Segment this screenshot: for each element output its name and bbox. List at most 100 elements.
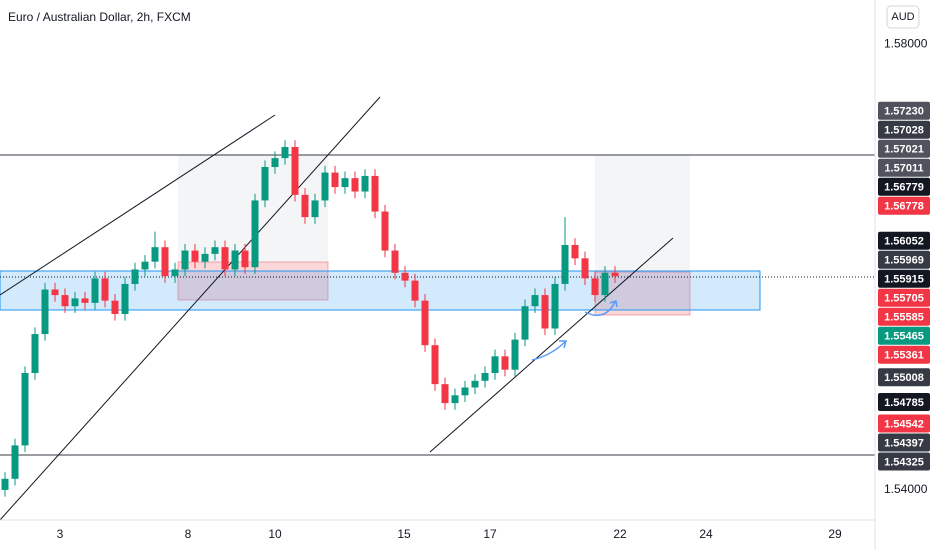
candle-body (131, 269, 139, 284)
candle-body (471, 380, 479, 388)
candle-body (251, 200, 259, 268)
price-label: 1.56779 (884, 182, 924, 194)
candle-body (611, 272, 619, 277)
candle-body (581, 258, 589, 279)
price-label-box (878, 269, 930, 288)
candle-body (521, 306, 529, 340)
candle-body (511, 339, 519, 370)
price-label: 1.57230 (884, 106, 924, 118)
candle-body (101, 278, 109, 301)
candle-body (371, 175, 379, 212)
currency[interactable]: AUD (891, 11, 914, 23)
x-tick-label: 10 (268, 527, 282, 541)
candle-body (221, 247, 229, 270)
candle-body (261, 167, 269, 201)
candle-body (51, 289, 59, 296)
trend-line (429, 237, 674, 453)
candle-body (361, 175, 369, 192)
x-tick-label: 17 (483, 527, 497, 541)
price-label-box (878, 326, 930, 345)
price-label: 1.55705 (884, 293, 924, 305)
candle-body (151, 247, 159, 262)
price-label-box (878, 307, 930, 326)
candle-body (121, 283, 129, 315)
price-label: 1.55465 (884, 331, 924, 343)
candle-body (501, 356, 509, 370)
x-tick-label: 15 (397, 527, 411, 541)
trend-line (0, 96, 381, 521)
price-label-box (878, 393, 930, 412)
price-label: 1.55008 (884, 372, 924, 384)
price-label-box (878, 120, 930, 139)
price-label: 1.54542 (884, 418, 924, 430)
price-label: 1.57028 (884, 125, 924, 137)
price-label-box (878, 250, 930, 269)
price-label: 1.54785 (884, 397, 924, 409)
price-label: 1.57011 (884, 163, 923, 175)
price-label-box (878, 196, 930, 215)
price-label-box (878, 101, 930, 120)
candle-body (91, 278, 99, 303)
price-label-box (878, 288, 930, 307)
candle-body (391, 250, 399, 273)
price-label-box (878, 433, 930, 452)
candle-body (401, 272, 409, 281)
candle-body (211, 247, 219, 254)
candle-body (301, 194, 309, 218)
candle-body (241, 250, 249, 268)
candle-body (601, 272, 609, 296)
price-label-box (878, 452, 930, 471)
candle-body (291, 146, 299, 195)
candle-body (381, 211, 389, 251)
price-label-box (878, 177, 930, 196)
candle-body (181, 250, 189, 270)
candle-body (461, 387, 469, 396)
candle-body (431, 345, 439, 385)
currency-button[interactable] (886, 5, 920, 29)
x-tick-label: 29 (828, 527, 842, 541)
price-axis: 381015172224291.580001.565001.540001.572… (57, 37, 930, 541)
candle-body (201, 253, 209, 262)
candle-body (481, 373, 489, 381)
candle-body (81, 298, 89, 303)
candle-body (411, 280, 419, 301)
chart-title: Euro / Australian Dollar, 2h, FXCM (8, 10, 191, 24)
candle-body (571, 244, 579, 259)
candle-body (41, 289, 49, 335)
candle-body (111, 300, 119, 315)
candle-body (191, 250, 199, 262)
candle-body (441, 384, 449, 404)
price-label: 1.54397 (884, 437, 924, 449)
candles (1, 140, 619, 497)
candle-body (21, 373, 29, 446)
price-label-box (878, 139, 930, 158)
price-label: 1.54325 (884, 456, 924, 468)
candle-body (271, 158, 279, 168)
candle-body (231, 250, 239, 270)
candle-body (551, 283, 559, 329)
candle-body (11, 445, 19, 479)
candle-body (61, 295, 69, 307)
price-label: 1.56778 (884, 201, 924, 213)
candle-body (141, 261, 149, 270)
y-tick-label: 1.58000 (884, 37, 928, 51)
candle-body (171, 269, 179, 277)
price-label: 1.55915 (884, 274, 924, 286)
candle-body (451, 395, 459, 404)
candle-body (161, 247, 169, 277)
price-label: 1.55585 (884, 312, 924, 324)
price-label-box (878, 231, 930, 250)
candle-body (541, 295, 549, 329)
price-label: 1.56052 (884, 236, 924, 248)
arrow (584, 300, 618, 317)
price-label: 1.57021 (884, 144, 924, 156)
candle-body (331, 172, 339, 188)
candle-body (31, 334, 39, 374)
candle-body (311, 200, 319, 218)
trend-line (0, 114, 276, 296)
candle-body (71, 298, 79, 307)
x-tick-label: 8 (185, 527, 192, 541)
arrow (531, 340, 567, 361)
candle-body (491, 356, 499, 374)
